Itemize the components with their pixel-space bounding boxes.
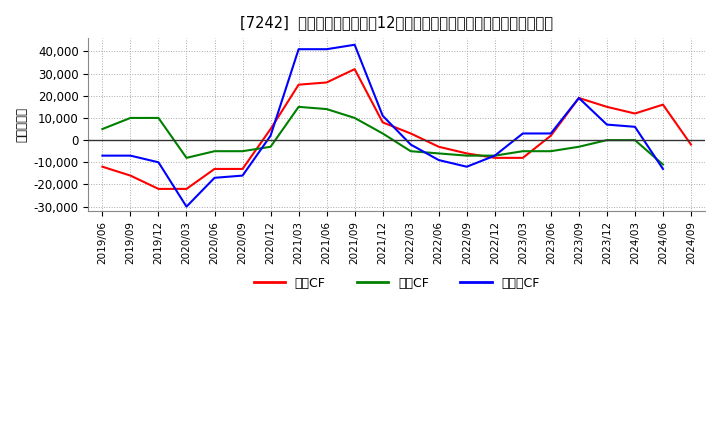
フリーCF [462, 164, 471, 169]
営業CF [126, 173, 135, 178]
投資CF [294, 104, 303, 110]
投資CF [490, 153, 499, 158]
フリーCF [546, 131, 555, 136]
フリーCF [518, 131, 527, 136]
フリーCF [434, 158, 443, 163]
フリーCF [126, 153, 135, 158]
営業CF [266, 126, 275, 132]
投資CF [518, 149, 527, 154]
営業CF [154, 186, 163, 191]
投資CF [631, 137, 639, 143]
営業CF [323, 80, 331, 85]
フリーCF [575, 95, 583, 101]
フリーCF [98, 153, 107, 158]
営業CF [238, 166, 247, 172]
Line: 投資CF: 投資CF [102, 107, 663, 165]
投資CF [238, 149, 247, 154]
営業CF [406, 131, 415, 136]
営業CF [687, 142, 696, 147]
営業CF [98, 164, 107, 169]
営業CF [631, 111, 639, 116]
フリーCF [490, 153, 499, 158]
投資CF [575, 144, 583, 150]
フリーCF [182, 204, 191, 209]
投資CF [462, 153, 471, 158]
フリーCF [631, 124, 639, 129]
投資CF [379, 131, 387, 136]
投資CF [406, 149, 415, 154]
営業CF [379, 120, 387, 125]
投資CF [182, 155, 191, 161]
営業CF [434, 144, 443, 150]
Y-axis label: （百万円）: （百万円） [15, 107, 28, 142]
投資CF [546, 149, 555, 154]
営業CF [351, 66, 359, 72]
Line: 営業CF: 営業CF [102, 69, 691, 189]
営業CF [490, 155, 499, 161]
フリーCF [351, 42, 359, 48]
営業CF [294, 82, 303, 87]
投資CF [323, 106, 331, 112]
営業CF [210, 166, 219, 172]
営業CF [182, 186, 191, 191]
投資CF [266, 144, 275, 150]
投資CF [98, 126, 107, 132]
フリーCF [210, 175, 219, 180]
フリーCF [603, 122, 611, 127]
フリーCF [154, 160, 163, 165]
Line: フリーCF: フリーCF [102, 45, 663, 207]
営業CF [659, 102, 667, 107]
フリーCF [266, 133, 275, 138]
営業CF [546, 133, 555, 138]
投資CF [126, 115, 135, 121]
営業CF [603, 104, 611, 110]
フリーCF [238, 173, 247, 178]
営業CF [518, 155, 527, 161]
投資CF [154, 115, 163, 121]
Legend: 営業CF, 投資CF, フリーCF: 営業CF, 投資CF, フリーCF [248, 272, 545, 295]
フリーCF [294, 47, 303, 52]
投資CF [210, 149, 219, 154]
フリーCF [659, 166, 667, 172]
投資CF [351, 115, 359, 121]
フリーCF [323, 47, 331, 52]
投資CF [659, 162, 667, 167]
営業CF [462, 151, 471, 156]
投資CF [603, 137, 611, 143]
Title: [7242]  キャッシュフローの12か月移動合計の対前年同期増減額の推移: [7242] キャッシュフローの12か月移動合計の対前年同期増減額の推移 [240, 15, 553, 30]
投資CF [434, 151, 443, 156]
営業CF [575, 95, 583, 101]
フリーCF [379, 113, 387, 118]
フリーCF [406, 142, 415, 147]
